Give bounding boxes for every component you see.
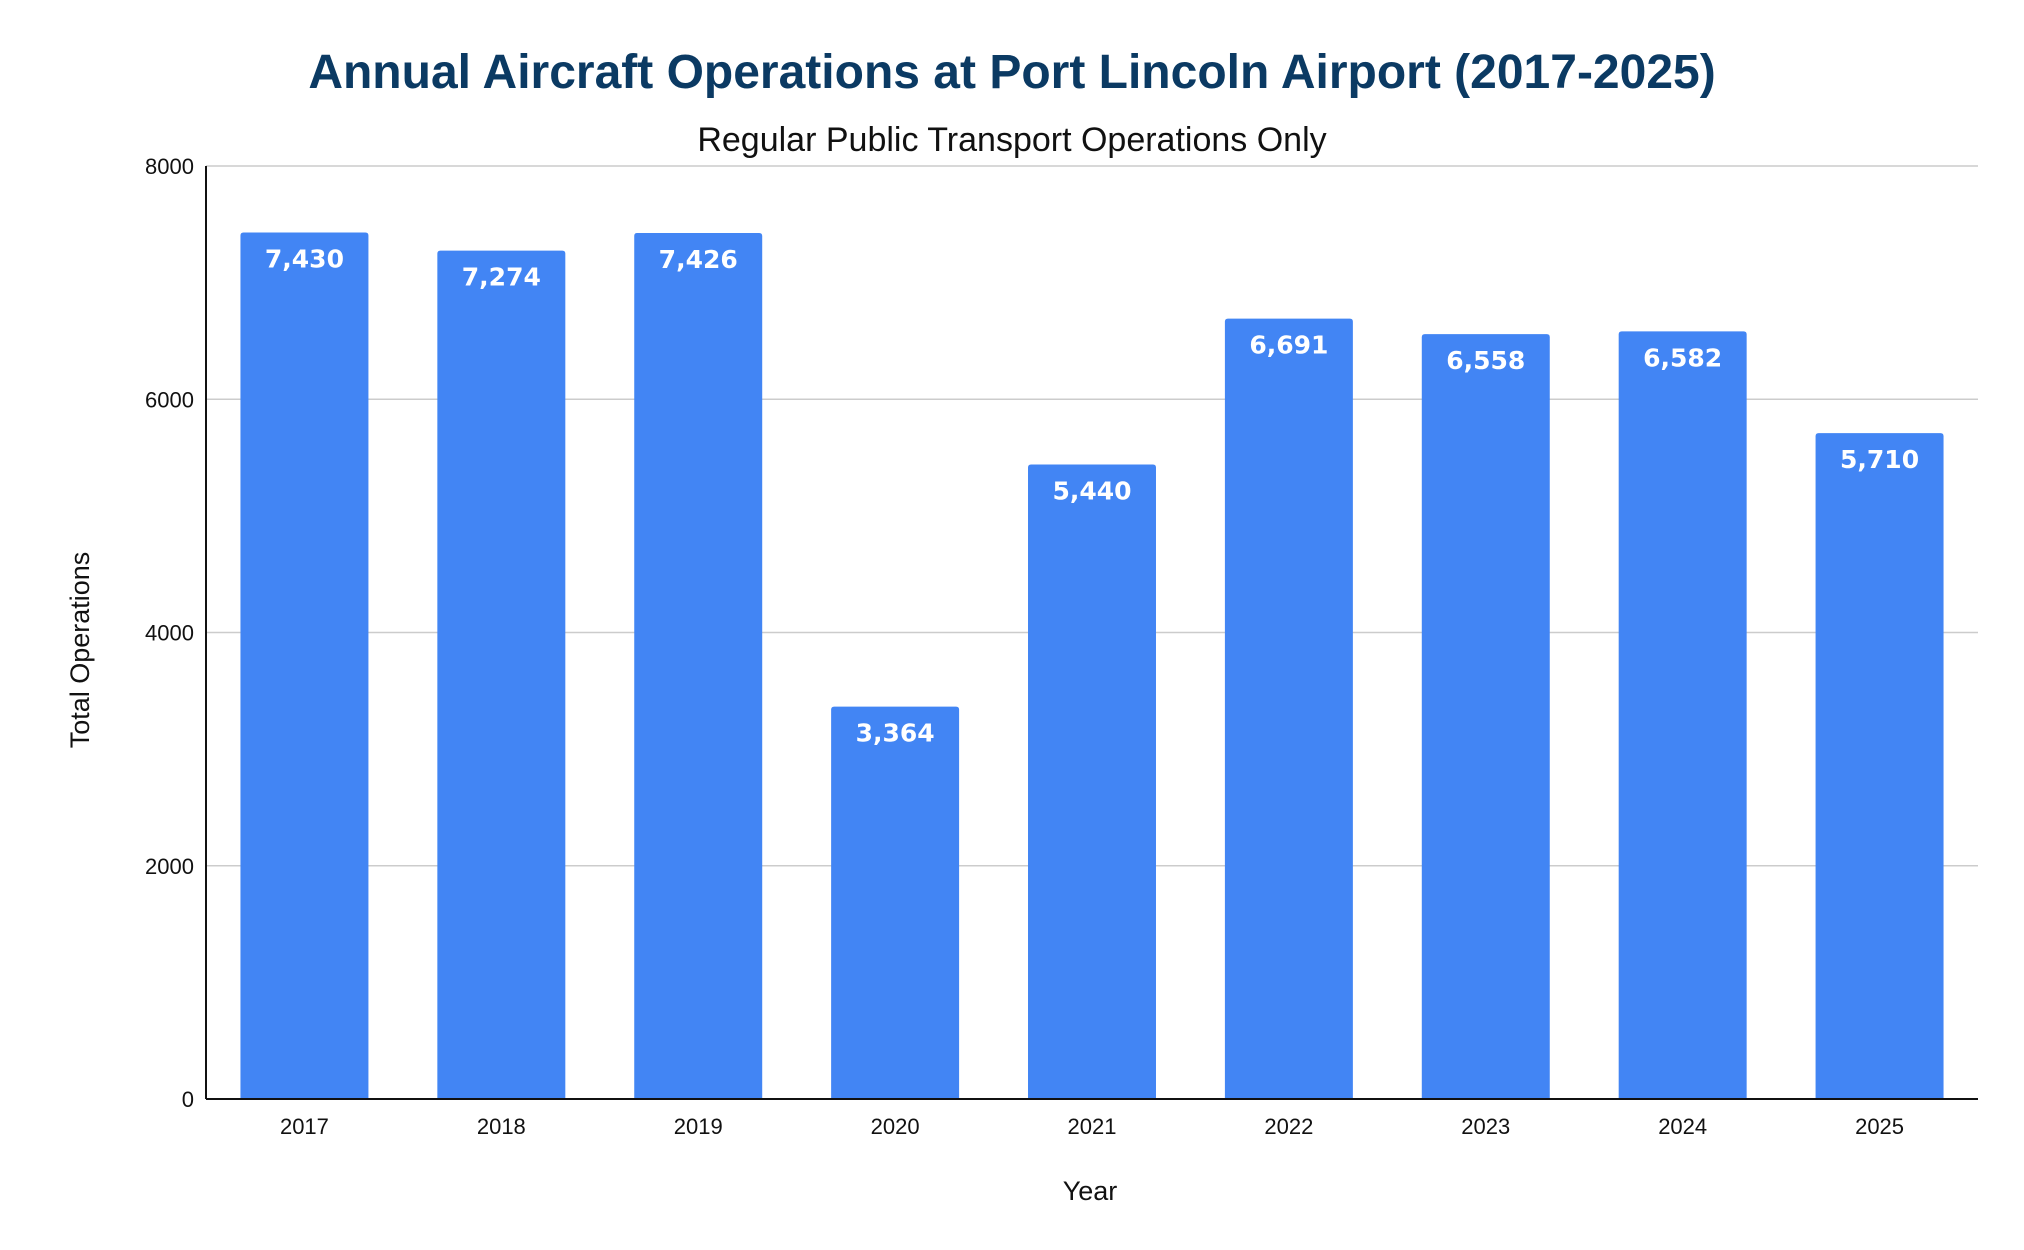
x-tick-label-2018: 2018 (477, 1114, 526, 1139)
data-label-2018: 7,274 (462, 263, 541, 292)
axes (205, 166, 1978, 1100)
data-label-2025: 5,710 (1840, 445, 1919, 474)
bar-2019 (634, 232, 763, 1099)
bar-2024 (1618, 331, 1747, 1099)
chart-title: Annual Aircraft Operations at Port Linco… (308, 46, 1715, 99)
data-label-2017: 7,430 (265, 244, 344, 273)
bar-2022 (1224, 318, 1353, 1100)
y-axis-ticks: 0 2000 4000 6000 8000 (145, 154, 194, 1112)
data-label-2023: 6,558 (1446, 346, 1525, 375)
chart-subtitle: Regular Public Transport Operations Only (697, 121, 1326, 159)
x-tick-label-2025: 2025 (1855, 1114, 1904, 1139)
data-label-2024: 6,582 (1643, 343, 1722, 372)
y-tick-label: 0 (182, 1087, 194, 1112)
y-tick-label: 4000 (145, 621, 194, 646)
bar-2025 (1815, 433, 1944, 1099)
x-tick-label-2021: 2021 (1068, 1114, 1117, 1139)
data-label-2019: 7,426 (659, 245, 738, 274)
bar-2018 (437, 250, 566, 1100)
x-tick-label-2019: 2019 (674, 1114, 723, 1139)
x-tick-label-2017: 2017 (280, 1114, 329, 1139)
y-tick-label: 8000 (145, 154, 194, 179)
data-label-2020: 3,364 (856, 719, 935, 748)
bar-2021 (1028, 464, 1156, 1099)
data-label-2022: 6,691 (1249, 331, 1328, 360)
bar-2023 (1421, 334, 1550, 1100)
x-axis-ticks: 2017 2018 2019 2020 2021 2022 2023 2024 2025 (280, 1114, 1904, 1139)
x-tick-label-2022: 2022 (1264, 1114, 1313, 1139)
bar-2017 (240, 232, 369, 1099)
x-tick-label-2024: 2024 (1658, 1114, 1707, 1139)
y-tick-label: 6000 (145, 387, 194, 412)
bar-2020 (831, 706, 960, 1099)
y-axis-title: Total Operations (65, 552, 95, 749)
x-axis-title: Year (1063, 1176, 1118, 1206)
x-tick-label-2023: 2023 (1461, 1114, 1510, 1139)
bars: 7,430 7,274 7,426 3,364 5,440 6,691 6,558 6,582… (240, 232, 1944, 1100)
data-label-2021: 5,440 (1052, 477, 1131, 506)
y-tick-label: 2000 (145, 854, 194, 879)
x-tick-label-2020: 2020 (871, 1114, 920, 1139)
